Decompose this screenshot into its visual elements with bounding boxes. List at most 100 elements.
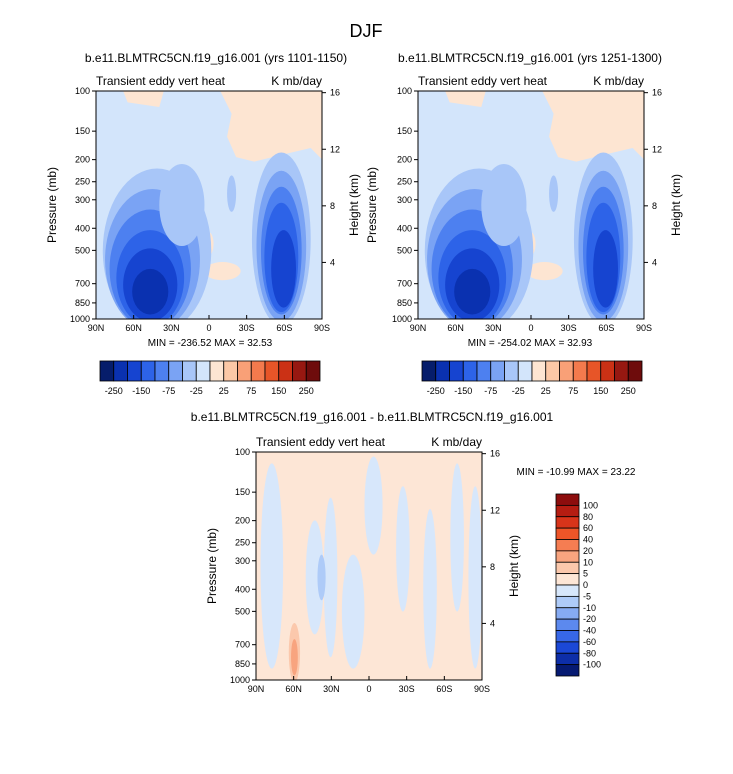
colorbar-label: 20 [583,546,593,556]
panel-title: b.e11.BLMTRC5CN.f19_g16.001 - b.e11.BLMT… [191,410,554,424]
y-tick-label: 500 [235,606,250,616]
y-tick-label: 150 [397,126,412,136]
colorbar-swatch [435,360,450,382]
colorbar-swatch [209,360,225,382]
colorbar-swatch [555,527,580,540]
x-tick-label: 90N [88,323,105,333]
y-tick-label: 400 [235,584,250,594]
panel-left-string: Transient eddy vert heat [256,435,386,449]
x-tick-label: 30N [485,323,502,333]
y-right-tick-label: 4 [330,257,335,267]
colorbar-label: 40 [583,535,593,545]
colorbar-swatch [555,516,580,529]
colorbar-swatch [517,360,533,382]
colorbar-label: -100 [583,660,601,670]
y-tick-label: 700 [75,279,90,289]
colorbar-label: -250 [427,386,445,396]
nh-contour-6 [454,268,491,315]
colorbar-swatch [250,360,266,382]
y-tick-label: 150 [75,126,90,136]
colorbar-label: -250 [105,386,123,396]
colorbar-swatch [264,360,280,382]
x-tick-label: 90S [314,323,330,333]
colorbar-swatch [555,493,580,506]
y-right-tick-label: 12 [330,144,340,154]
panel-1: 90N 60N 30N 0 30S 60S 90S 100 150 200 250 300 400 500… [45,51,361,349]
colorbar-swatch [278,360,293,382]
y-tick-label: 700 [397,279,412,289]
colorbar-swatch [572,360,588,382]
diff-negative-2 [305,520,324,635]
y-axis-label: Pressure (mb) [365,167,379,243]
x-tick-label: 60S [598,323,614,333]
colorbar-swatch [182,360,197,382]
y-tick-label: 1000 [392,314,412,324]
nh-contour-upper [481,163,527,247]
diff-positive-2 [291,638,298,676]
panel-3: 90N 60N 30N 0 30S 60S 90S100150200250300400500… [191,410,636,694]
positive-region-tropics [526,262,563,281]
panel-right-string: K mb/day [431,435,482,449]
y-tick-label: 300 [75,195,90,205]
colorbar-label: 25 [541,386,551,396]
diff-negative-5 [364,456,383,555]
colorbar-swatch [555,504,580,518]
colorbar-swatch [555,664,580,677]
colorbar-swatch [449,360,464,382]
y-right-axis-label: Height (km) [507,535,521,597]
panel-left-string: Transient eddy vert heat [418,74,548,88]
colorbar-swatch [237,360,252,382]
y-tick-label: 700 [235,640,250,650]
colorbar-label: 75 [568,386,578,396]
colorbar-swatch [531,360,547,382]
colorbar-swatch [555,607,580,620]
colorbar-label: -25 [190,386,203,396]
y-right-axis-label: Height (km) [669,174,683,236]
x-tick-label: 90N [410,323,427,333]
panel-left-string: Transient eddy vert heat [96,74,226,88]
colorbar-label: 100 [583,500,598,510]
colorbar-label: -60 [583,637,596,647]
colorbar-swatch [555,539,580,552]
min-max-label: MIN = -236.52 MAX = 32.53 [148,338,273,349]
plot-area [96,91,322,319]
colorbar-swatch [305,360,321,382]
y-tick-label: 250 [397,177,412,187]
colorbar-swatch [555,652,580,666]
colorbar-label: -75 [162,386,175,396]
panel-title: b.e11.BLMTRC5CN.f19_g16.001 (yrs 1251-13… [398,51,662,65]
y-right-tick-label: 12 [652,144,662,154]
colorbar-swatch [555,595,580,609]
colorbar-swatch [504,360,519,382]
sh-contour-5 [271,230,297,308]
y-axis-label: Pressure (mb) [45,167,59,243]
colorbar-swatch [476,360,492,382]
positive-region-tropics [204,262,241,281]
x-tick-label: 60N [125,323,142,333]
panel-2: 90N 60N 30N 0 30S 60S 90S 100 150 200 250 300 400 500… [365,51,683,349]
colorbar-swatch [545,360,560,382]
colorbar-label: -40 [583,626,596,636]
y-right-tick-label: 16 [652,88,662,98]
y-tick-label: 250 [75,177,90,187]
colorbar-swatch [555,630,580,643]
y-right-tick-label: 4 [490,618,495,628]
y-axis-label: Pressure (mb) [205,528,219,604]
positive-region-upper [542,91,644,162]
y-tick-label: 850 [235,659,250,669]
colorbar-swatch [559,360,574,382]
colorbar-label: 10 [583,557,593,567]
x-tick-label: 90S [636,323,652,333]
page-title: DJF [350,21,383,41]
colorbar-swatch [555,618,580,631]
colorbar-swatch [292,360,307,382]
y-right-tick-label: 16 [490,449,500,459]
y-tick-label: 500 [75,245,90,255]
x-tick-label: 0 [206,323,211,333]
diff-negative-3 [323,497,338,658]
y-right-tick-label: 8 [490,562,495,572]
y-tick-label: 100 [397,86,412,96]
colorbar-swatch [555,561,580,575]
y-right-tick-label: 8 [652,201,657,211]
